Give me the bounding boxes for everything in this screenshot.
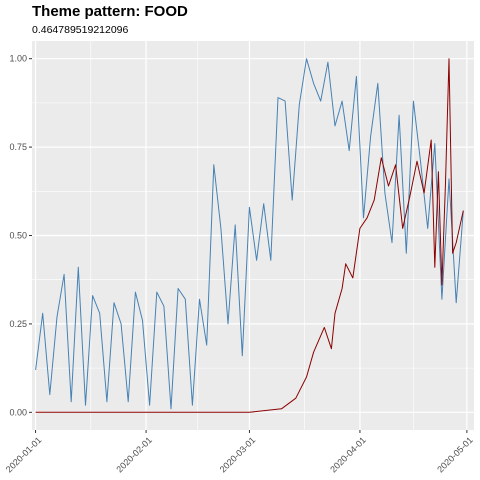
- y-tick-label: 0.75: [9, 142, 27, 152]
- x-tick-label: 2020-02-01: [114, 435, 154, 475]
- chart-title: Theme pattern: FOOD: [32, 3, 188, 20]
- x-tick-label: 2020-03-01: [218, 435, 258, 475]
- y-tick-label: 0.00: [9, 407, 27, 417]
- x-tick-label: 2020-04-01: [328, 435, 368, 475]
- series-line-2: [35, 58, 464, 413]
- series-group: [35, 58, 464, 413]
- series-line-1: [35, 58, 464, 410]
- x-tick-label: 2020-05-01: [435, 435, 475, 475]
- chart-subtitle: 0.464789519212096: [32, 24, 129, 36]
- y-tick-label: 1.00: [9, 54, 27, 64]
- x-tick-label: 2020-01-01: [4, 435, 44, 475]
- y-tick-label: 0.25: [9, 319, 27, 329]
- y-tick-label: 0.50: [9, 231, 27, 241]
